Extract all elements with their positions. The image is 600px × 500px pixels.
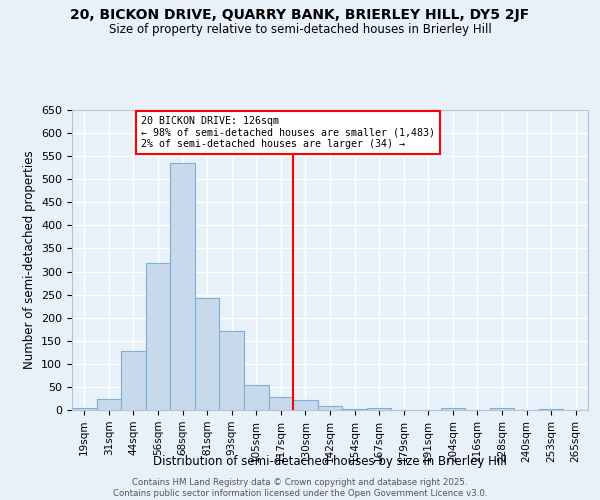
- Bar: [490, 408, 514, 410]
- Y-axis label: Number of semi-detached properties: Number of semi-detached properties: [23, 150, 35, 370]
- Text: 20, BICKON DRIVE, QUARRY BANK, BRIERLEY HILL, DY5 2JF: 20, BICKON DRIVE, QUARRY BANK, BRIERLEY …: [70, 8, 530, 22]
- Bar: [72, 408, 97, 410]
- Bar: [318, 406, 342, 410]
- Bar: [293, 400, 318, 410]
- Bar: [170, 163, 195, 410]
- Text: Contains HM Land Registry data © Crown copyright and database right 2025.
Contai: Contains HM Land Registry data © Crown c…: [113, 478, 487, 498]
- Bar: [269, 396, 293, 410]
- Text: Size of property relative to semi-detached houses in Brierley Hill: Size of property relative to semi-detach…: [109, 22, 491, 36]
- Text: Distribution of semi-detached houses by size in Brierley Hill: Distribution of semi-detached houses by …: [153, 455, 507, 468]
- Text: 20 BICKON DRIVE: 126sqm
← 98% of semi-detached houses are smaller (1,483)
2% of : 20 BICKON DRIVE: 126sqm ← 98% of semi-de…: [141, 116, 435, 148]
- Bar: [195, 298, 220, 410]
- Bar: [146, 263, 170, 410]
- Bar: [121, 351, 146, 410]
- Bar: [367, 408, 391, 410]
- Bar: [539, 409, 563, 410]
- Bar: [244, 384, 269, 410]
- Bar: [342, 409, 367, 410]
- Bar: [97, 400, 121, 410]
- Bar: [440, 408, 465, 410]
- Bar: [220, 330, 244, 410]
